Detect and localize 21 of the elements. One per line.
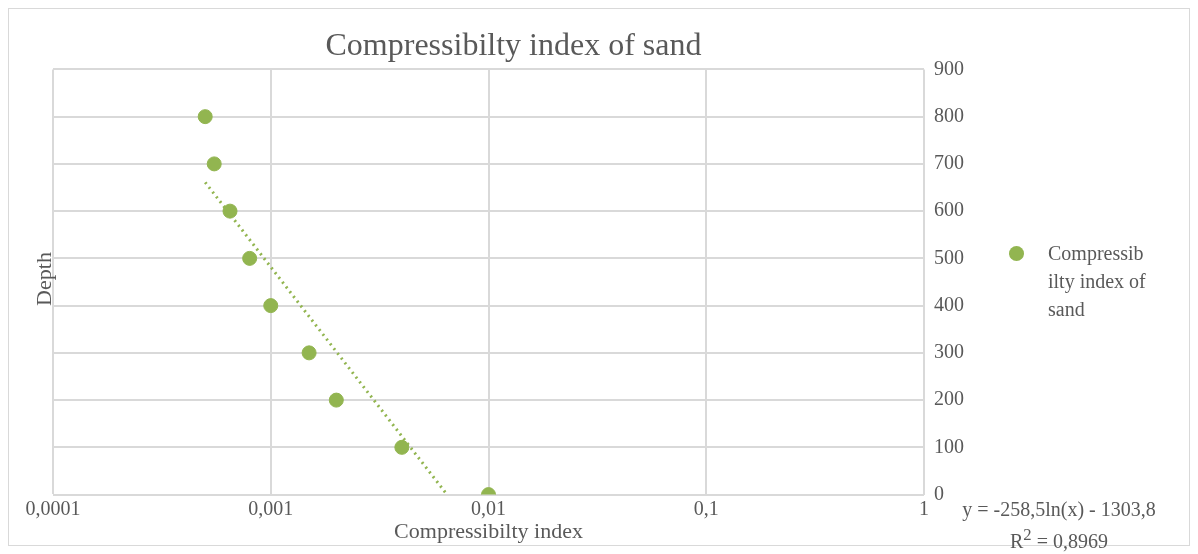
y-tick-label: 900 xyxy=(934,56,964,79)
x-tick-label: 0,0001 xyxy=(25,496,81,519)
y-tick-label: 600 xyxy=(934,198,964,221)
x-tick-label: 0,1 xyxy=(693,496,719,519)
y-tick-label: 300 xyxy=(934,340,964,363)
x-tick-label: 0,001 xyxy=(248,496,294,519)
text: y = -258,5ln(x) - 1303,8 xyxy=(962,498,1156,520)
y-tick-label: 400 xyxy=(934,292,964,315)
x-tick-label: 1 xyxy=(919,496,929,519)
y-tick-label: 0 xyxy=(934,481,944,504)
legend-label: Compressibilty index of sand xyxy=(1048,241,1147,322)
y-tick-label: 700 xyxy=(934,151,964,174)
x-tick-label: 0,01 xyxy=(471,496,506,519)
y-tick-label: 200 xyxy=(934,387,964,410)
y-tick-label: 100 xyxy=(934,434,964,457)
y-axis-title: Depth xyxy=(30,252,57,306)
x-axis-title: Compressibilty index xyxy=(394,517,583,543)
y-tick-label: 500 xyxy=(934,245,964,268)
chart-title: Compressibilty index of sand xyxy=(325,25,702,62)
y-tick-label: 800 xyxy=(934,103,964,126)
text: R$^{2}$ = 0,8969 xyxy=(1009,524,1109,554)
